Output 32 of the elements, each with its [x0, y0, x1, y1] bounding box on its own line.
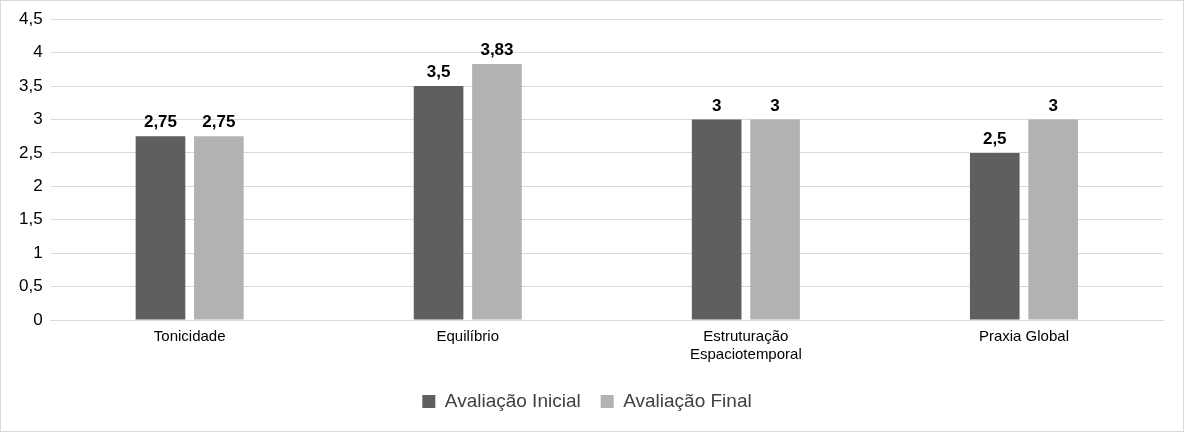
legend-label: Avaliação Final: [623, 389, 752, 411]
data-label: 2,75: [202, 112, 236, 132]
y-tick-label: 2,5: [18, 142, 43, 162]
y-tick-label: 2: [33, 176, 43, 195]
data-label: 2,75: [143, 112, 178, 132]
data-label: 3: [1048, 95, 1058, 115]
legend-label: Avaliação Inicial: [444, 389, 581, 411]
x-tick-label: Tonicidade: [153, 327, 226, 345]
bar: [413, 86, 464, 320]
bar: [194, 136, 244, 320]
y-tick-label: 1: [33, 242, 43, 262]
bar: [472, 63, 522, 320]
bar: [1028, 119, 1078, 320]
data-label: 2,5: [982, 129, 1007, 149]
y-tick-label: 0: [33, 309, 43, 329]
y-tick-label: 4: [33, 42, 43, 62]
y-tick-label: 1,5: [18, 209, 43, 229]
y-tick-label: 3,5: [18, 75, 43, 95]
bar: [750, 119, 800, 320]
y-tick-label: 0,5: [18, 276, 43, 296]
bar: [969, 152, 1020, 320]
data-label: 3,83: [480, 40, 514, 60]
bar: [135, 136, 186, 320]
bar: [691, 119, 742, 320]
x-tick-label: Equilíbrio: [436, 327, 500, 345]
y-tick-label: 4,5: [18, 8, 43, 28]
data-label: 3,5: [426, 62, 451, 82]
x-tick-label: Estruturação Espaciotemporal: [689, 327, 802, 363]
x-tick-label: Praxia Global: [978, 327, 1069, 345]
y-tick-label: 3: [33, 109, 43, 129]
data-label: 3: [711, 95, 722, 115]
data-label: 3: [770, 95, 780, 115]
